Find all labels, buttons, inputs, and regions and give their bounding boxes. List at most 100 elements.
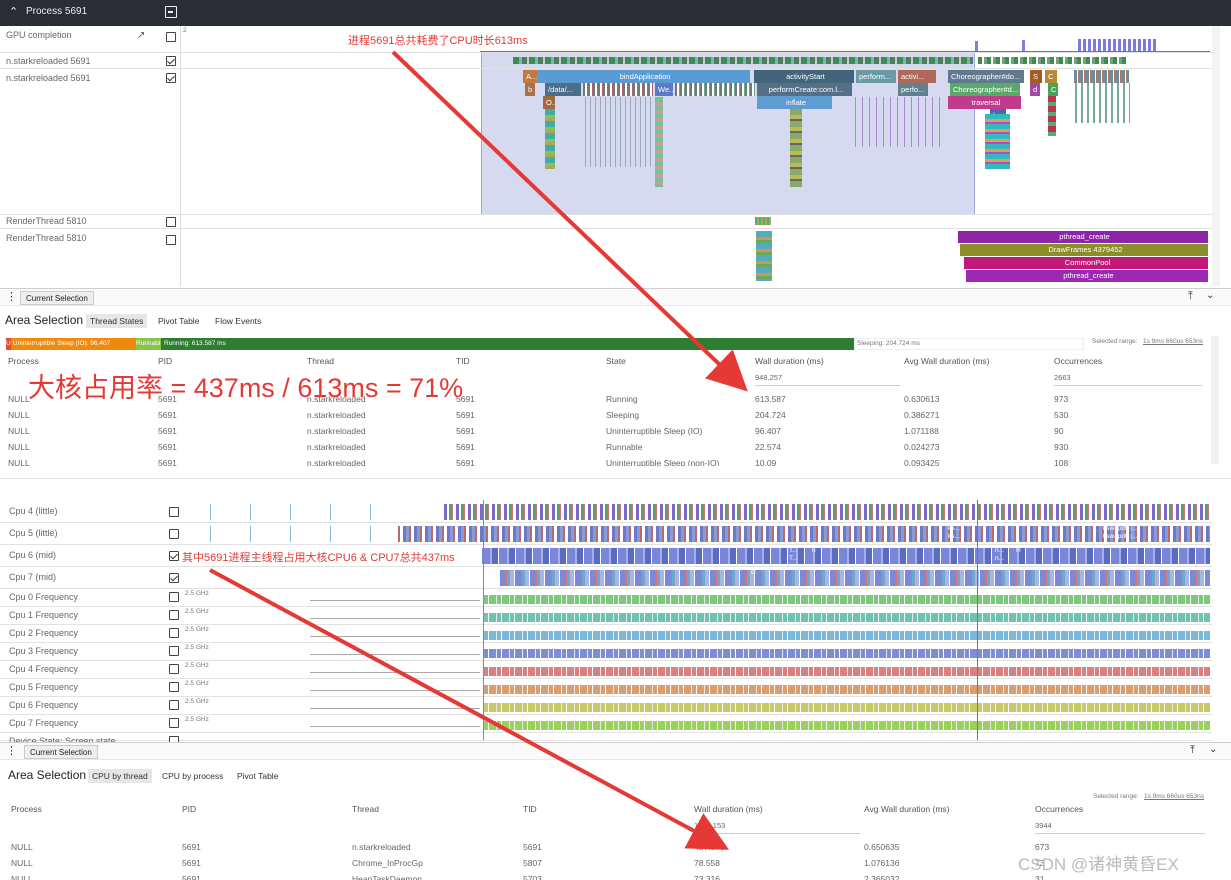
pin-checkbox[interactable] (169, 610, 179, 620)
col-header[interactable]: TID (523, 804, 537, 814)
col-header[interactable]: Process (11, 804, 42, 814)
cpu-slice-label[interactable]: T... (789, 547, 798, 554)
cpu-slice-label[interactable]: C (751, 569, 756, 576)
pin-checkbox[interactable] (169, 507, 179, 517)
selected-range-value[interactable]: 1s 9ms 660us 653ns (1144, 793, 1204, 800)
scrollbar[interactable] (1211, 336, 1219, 464)
pin-checkbox[interactable] (169, 573, 179, 583)
cpu-track[interactable]: Cpu 5 Frequency 2.5 GHz (0, 679, 1212, 697)
pin-checkbox[interactable] (166, 56, 176, 66)
slice-perform-create[interactable]: performCreate:com.l... (757, 83, 852, 96)
slice[interactable]: A... (523, 70, 537, 83)
cpu-slice-label[interactable]: ks... (948, 533, 960, 540)
cpu-slice-label[interactable]: n (812, 547, 816, 554)
selected-range-value[interactable]: 1s 9ms 660us 653ns (1143, 338, 1203, 345)
col-header[interactable]: Occurrences (1054, 356, 1103, 366)
cpu-track[interactable]: Cpu 3 Frequency 2.5 GHz (0, 643, 1212, 661)
col-header[interactable]: Avg Wall duration (ms) (864, 804, 950, 814)
cpu-track[interactable]: Cpu 2 Frequency 2.5 GHz (0, 625, 1212, 643)
cpu-slice-label[interactable]: k (1093, 525, 1097, 532)
pin-checkbox[interactable] (166, 235, 176, 245)
slice[interactable]: C (1045, 70, 1057, 83)
cpu-frequency-bars[interactable] (484, 721, 1210, 730)
cpu-slice-label[interactable]: n... (995, 555, 1005, 562)
slice-choreographer[interactable]: Choreographer#do... (948, 70, 1024, 83)
slice-traversal[interactable]: traversal (948, 96, 1021, 109)
cpu-track[interactable]: Cpu 6 (mid) (0, 545, 1212, 567)
tab-current-selection[interactable]: Current Selection (24, 745, 98, 759)
track-render-thread-state[interactable]: RenderThread 5810 (0, 215, 1212, 229)
pin-checkbox[interactable] (169, 592, 179, 602)
cpu-slice-label[interactable]: H (1016, 547, 1021, 554)
slice-pthread-create[interactable]: pthread_create (966, 270, 1208, 282)
col-header[interactable]: Wall duration (ms) (694, 804, 763, 814)
drag-handle-icon[interactable]: ⋮ (6, 745, 17, 757)
slice-common-pool[interactable]: CommonPool (964, 257, 1208, 269)
cpu-track[interactable]: Cpu 4 Frequency 2.5 GHz (0, 661, 1212, 679)
tab-current-selection[interactable]: Current Selection (20, 291, 94, 305)
chevron-down-icon[interactable]: ⌄ (1209, 744, 1218, 755)
slice[interactable]: perfo... (898, 83, 928, 96)
col-header[interactable]: Thread (352, 804, 379, 814)
pin-checkbox[interactable] (166, 217, 176, 227)
tab-thread-states[interactable]: Thread States (86, 314, 148, 328)
cpu-frequency-bars[interactable] (484, 613, 1210, 622)
pin-checkbox[interactable] (166, 73, 176, 83)
tab-flow-events[interactable]: Flow Events (215, 316, 262, 326)
chart-line-icon[interactable]: ↗ (137, 30, 146, 41)
slice-activity-start[interactable]: activityStart (754, 70, 854, 83)
track-gpu-completion[interactable]: GPU completion ↗ 2 (0, 26, 1212, 53)
slice[interactable]: activi... (898, 70, 936, 83)
maximize-icon[interactable]: ⤒ (1190, 744, 1195, 756)
cpu-track[interactable]: Cpu 7 (mid) (0, 567, 1212, 589)
cpu-track[interactable]: Cpu 1 Frequency 2.5 GHz (0, 607, 1212, 625)
col-header[interactable]: Thread (307, 356, 334, 366)
cpu-frequency-bars[interactable] (484, 667, 1210, 676)
slice[interactable]: b (525, 83, 535, 96)
cpu-track[interactable]: Cpu 4 (little) (0, 501, 1212, 523)
cpu-track[interactable]: Cpu 6 Frequency 2.5 GHz (0, 697, 1212, 715)
chevron-down-icon[interactable]: ⌄ (1206, 290, 1215, 301)
col-header[interactable]: Avg Wall duration (ms) (904, 356, 990, 366)
cpu-selection-overlay[interactable] (483, 500, 484, 740)
slice[interactable]: Choreographer#d... (950, 83, 1020, 96)
process-header[interactable]: ⌃ Process 5691 (0, 0, 1231, 26)
slice-bind-application[interactable]: bindApplication (537, 70, 750, 83)
pin-checkbox[interactable] (169, 628, 179, 638)
cpu-frequency-bars[interactable] (484, 703, 1210, 712)
cpu-slice-label[interactable]: kswapd0 [... (1103, 525, 1138, 532)
slice[interactable]: S (1030, 70, 1042, 83)
cpu-slice-label[interactable]: ks... (948, 525, 960, 532)
pin-checkbox[interactable] (169, 682, 179, 692)
col-header[interactable]: TID (456, 356, 470, 366)
cpu-slices[interactable] (398, 526, 1210, 542)
col-header[interactable]: Process (8, 356, 39, 366)
slice[interactable]: C (1048, 83, 1058, 96)
track-main-thread-slices[interactable]: n.starkreloaded 5691 A... bindApplicatio… (0, 69, 1212, 215)
cpu-frequency-bars[interactable] (484, 595, 1210, 604)
cpu-track[interactable]: Cpu 7 Frequency 2.5 GHz (0, 715, 1212, 733)
cpu-slices[interactable] (482, 548, 1210, 564)
track-render-thread-slices[interactable]: RenderThread 5810 pthread_create DrawFra… (0, 229, 1212, 286)
pin-checkbox[interactable] (169, 700, 179, 710)
col-header[interactable]: State (606, 356, 626, 366)
slice[interactable]: /data/... (545, 83, 581, 96)
pin-checkbox[interactable] (169, 529, 179, 539)
slice[interactable]: We... (655, 83, 673, 96)
cpu-slice-label[interactable]: n... (995, 547, 1005, 554)
tab-pivot-table[interactable]: Pivot Table (158, 316, 200, 326)
state-segment-sleeping-box[interactable]: Sleeping: 204.724 ms (854, 338, 1084, 350)
cpu-track[interactable]: Cpu 5 (little) (0, 523, 1212, 545)
pin-checkbox[interactable] (169, 664, 179, 674)
cpu-frequency-bars[interactable] (484, 631, 1210, 640)
col-header[interactable]: Wall duration (ms) (755, 356, 824, 366)
slice-inflate[interactable]: inflate (757, 96, 832, 109)
pin-checkbox[interactable] (169, 646, 179, 656)
col-header[interactable]: PID (182, 804, 197, 814)
track-main-thread-state[interactable]: n.starkreloaded 5691 (0, 53, 1212, 69)
cpu-slice-label[interactable]: T... (789, 555, 798, 562)
slice[interactable]: O... (543, 96, 555, 109)
slice[interactable]: perform... (856, 70, 896, 83)
state-segment-runnable[interactable]: Runnabl (136, 338, 161, 350)
tab-pivot-table[interactable]: Pivot Table (237, 771, 279, 781)
